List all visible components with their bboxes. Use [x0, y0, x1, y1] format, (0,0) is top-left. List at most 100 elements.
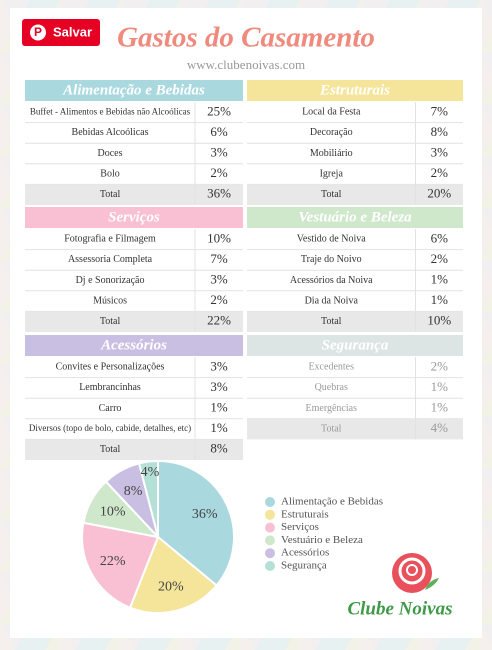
section-title: Vestuário e Beleza: [298, 209, 412, 225]
total-label: Total: [321, 423, 342, 434]
url: www.clubenoivas.com: [187, 57, 305, 72]
section-title: Segurança: [322, 337, 389, 353]
row-label: Emergências: [306, 403, 358, 414]
row-value: 10%: [207, 230, 231, 245]
section-header: [25, 80, 243, 101]
row-label: Mobiliário: [310, 148, 353, 159]
total-row: [247, 311, 463, 332]
legend-swatch: [265, 509, 275, 520]
slice-label: 10%: [100, 504, 126, 519]
row-label: Bebidas Alcoólicas: [72, 127, 149, 138]
row-value: 3%: [210, 144, 228, 159]
legend-label: Segurança: [281, 560, 327, 572]
slice-label: 8%: [124, 484, 143, 499]
section-header: [25, 335, 243, 356]
total-value: 20%: [427, 186, 451, 201]
pie-slice: [157, 459, 235, 587]
total-value: 10%: [427, 313, 451, 328]
legend-swatch: [265, 548, 275, 559]
section-title: Estruturais: [319, 82, 390, 98]
total-value: 4%: [431, 420, 449, 435]
row-value: 1%: [431, 379, 449, 394]
row-value: 3%: [431, 144, 449, 159]
legend-label: Vestuário e Beleza: [281, 534, 363, 546]
row-value: 1%: [431, 399, 449, 414]
section-title: Acessórios: [100, 337, 167, 353]
row-value: 2%: [431, 165, 449, 180]
row-label: Buffet - Alimentos e Bebidas não Alcoóli…: [30, 106, 191, 116]
row-label: Local da Festa: [302, 107, 361, 118]
row-value: 1%: [431, 271, 449, 286]
row-value: 7%: [431, 103, 449, 118]
total-label: Total: [100, 444, 121, 455]
row-value: 2%: [431, 358, 449, 373]
save-button[interactable]: P Salvar: [22, 19, 100, 46]
slice-label: 22%: [100, 554, 126, 569]
total-value: 8%: [210, 441, 228, 456]
row-label: Igreja: [320, 168, 344, 179]
row-value: 2%: [210, 292, 228, 307]
row-label: Fotografia e Filmagem: [64, 234, 156, 245]
row-value: 3%: [210, 271, 228, 286]
row-label: Assessoria Completa: [68, 254, 153, 265]
total-row: [247, 184, 463, 205]
tables: Alimentação e Bebidas Buffet - Alimentos …: [25, 80, 463, 460]
row-value: 1%: [431, 292, 449, 307]
row-value: 3%: [210, 379, 228, 394]
row-value: 6%: [210, 124, 228, 139]
logo-rose-petal: [398, 557, 426, 585]
total-label: Total: [100, 189, 121, 200]
row-label: Músicos: [93, 295, 127, 306]
total-row: [25, 184, 243, 205]
row-label: Dj e Sonorização: [76, 275, 145, 286]
legend-label: Serviços: [281, 521, 319, 533]
row-label: Quebras: [315, 382, 348, 393]
total-row: [25, 311, 243, 332]
slice-label: 36%: [192, 507, 218, 522]
row-label: Convites e Personalizações: [56, 362, 165, 373]
total-label: Total: [100, 316, 121, 327]
pie-slice: [137, 459, 159, 538]
row-value: 2%: [431, 251, 449, 266]
slice-label: 20%: [158, 579, 184, 594]
row-label: Lembrancinhas: [79, 382, 141, 393]
logo: Clube Noivas: [347, 553, 453, 619]
legend-label: Estruturais: [281, 508, 329, 520]
section-title: Serviços: [108, 209, 160, 225]
total-row: [247, 418, 463, 440]
row-value: 7%: [210, 251, 228, 266]
legend-label: Alimentação e Bebidas: [281, 496, 383, 508]
legend-swatch: [265, 561, 275, 571]
pinterest-icon[interactable]: [30, 24, 46, 41]
button-label[interactable]: Salvar: [53, 24, 92, 39]
legend-swatch: [265, 535, 275, 546]
row-value: 2%: [210, 165, 228, 180]
total-label: Total: [321, 316, 342, 327]
row-value: 25%: [207, 103, 231, 118]
total-value: 22%: [207, 313, 231, 328]
row-label: Bolo: [100, 168, 119, 179]
row-value: 8%: [431, 124, 449, 139]
logo-text: Clube Noivas: [347, 598, 452, 619]
row-label: Excedentes: [308, 362, 354, 373]
pie-slice: [81, 521, 160, 609]
row-value: 1%: [210, 399, 228, 414]
row-label: Vestido de Noiva: [297, 234, 366, 245]
row-value: 3%: [210, 358, 228, 373]
row-label: Decoração: [310, 127, 353, 138]
logo-leaf: [425, 578, 439, 590]
section-title: Alimentação e Bebidas: [62, 82, 205, 98]
row-label: Diversos (topo de bolo, cabide, detalhes…: [29, 423, 191, 433]
total-value: 36%: [207, 186, 231, 201]
pie-chart: 36% 20% 22% 10% 8% 4% Alimentação e BebidasEst…: [81, 459, 383, 614]
row-value: 1%: [210, 420, 228, 435]
logo-rose-center: [406, 564, 418, 576]
total-label: Total: [321, 189, 342, 200]
row-value: 6%: [431, 230, 449, 245]
section-header: [247, 80, 463, 101]
section-header: [25, 207, 243, 228]
section-header: [247, 335, 463, 356]
row-label: Dia da Noiva: [305, 295, 359, 306]
pinterest-p[interactable]: P: [34, 25, 42, 39]
